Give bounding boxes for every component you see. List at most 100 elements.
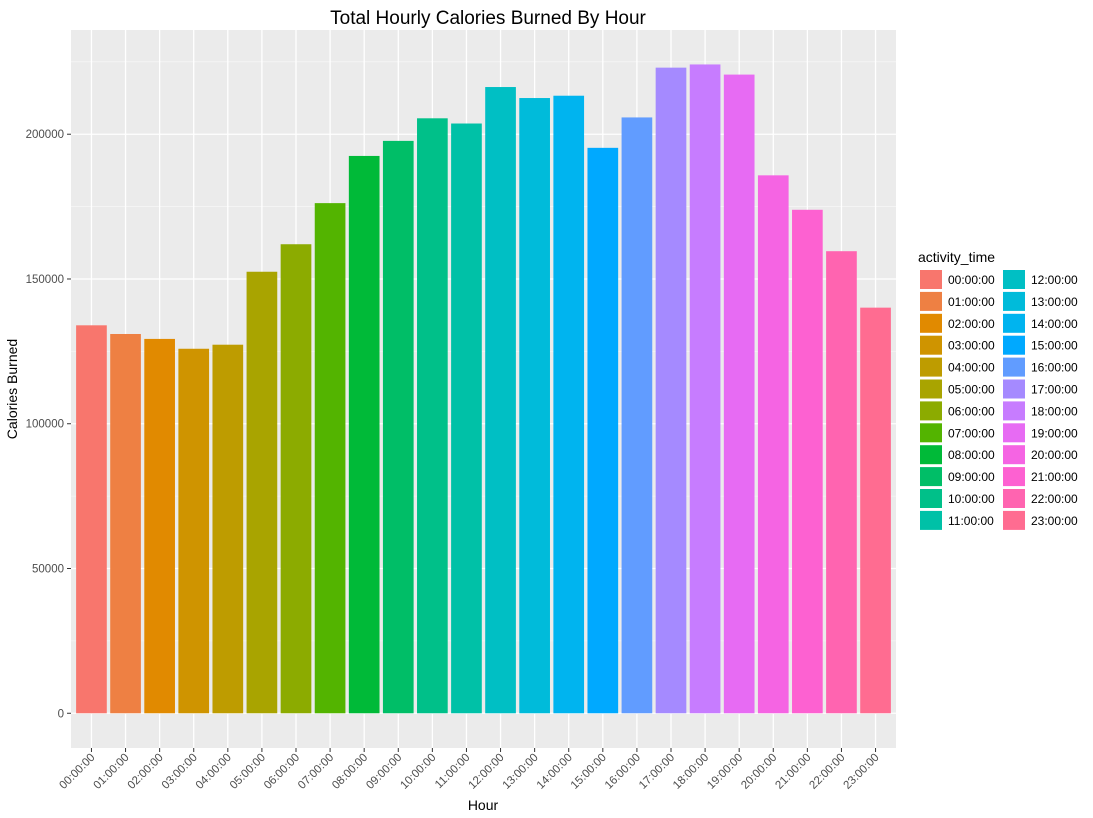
y-tick-label: 0	[58, 708, 64, 720]
x-tick-label: 00:00:00	[57, 752, 97, 792]
y-axis: 0 50000 100000 150000 200000	[26, 129, 71, 720]
legend-key-03:00:00	[920, 335, 942, 355]
legend-title: activity_time	[918, 249, 995, 265]
legend-key-07:00:00	[920, 423, 942, 443]
bar-21:00:00	[792, 209, 823, 714]
x-tick-label: 09:00:00	[364, 752, 404, 792]
y-tick-label: 100000	[26, 419, 64, 431]
legend-label: 05:00:00	[948, 383, 995, 397]
legend-label: 18:00:00	[1031, 404, 1078, 418]
x-tick-label: 13:00:00	[501, 752, 541, 792]
bars	[76, 64, 891, 714]
legend-key-04:00:00	[920, 357, 942, 377]
x-tick-label: 20:00:00	[739, 752, 779, 792]
legend-key-00:00:00	[920, 270, 942, 289]
bar-11:00:00	[451, 123, 482, 714]
y-tick-label: 50000	[32, 564, 64, 576]
x-axis-label: Hour	[468, 797, 499, 813]
legend-key-22:00:00	[1003, 489, 1025, 508]
legend-key-01:00:00	[920, 291, 942, 311]
legend-label: 21:00:00	[1031, 470, 1078, 484]
bar-00:00:00	[76, 325, 107, 714]
x-tick-label: 04:00:00	[194, 752, 234, 792]
y-tick-label: 150000	[26, 274, 64, 286]
legend-label: 12:00:00	[1031, 273, 1078, 287]
bar-16:00:00	[621, 117, 653, 714]
legend-label: 19:00:00	[1031, 426, 1078, 440]
legend-label: 13:00:00	[1031, 295, 1078, 309]
legend-label: 01:00:00	[948, 295, 995, 309]
legend-label: 10:00:00	[948, 492, 995, 506]
legend-key-06:00:00	[920, 401, 942, 421]
x-tick-label: 06:00:00	[262, 752, 302, 792]
x-axis: 00:00:0001:00:0002:00:0003:00:0004:00:00…	[57, 748, 882, 792]
legend-key-10:00:00	[920, 489, 942, 508]
bar-15:00:00	[587, 147, 619, 714]
legend-key-21:00:00	[1003, 467, 1025, 487]
chart-title: Total Hourly Calories Burned By Hour	[330, 8, 646, 29]
bar-05:00:00	[246, 271, 278, 714]
legend-key-16:00:00	[1003, 357, 1025, 377]
legend-key-09:00:00	[920, 467, 942, 487]
bar-18:00:00	[689, 64, 721, 714]
legend-label: 08:00:00	[948, 448, 995, 462]
bar-14:00:00	[553, 95, 585, 714]
x-tick-label: 10:00:00	[398, 752, 438, 792]
bar-22:00:00	[826, 251, 857, 714]
legend-label: 03:00:00	[948, 339, 995, 353]
legend-label: 02:00:00	[948, 317, 995, 331]
x-tick-label: 15:00:00	[569, 752, 609, 792]
x-tick-label: 01:00:00	[92, 752, 132, 792]
bar-01:00:00	[110, 333, 141, 714]
legend: activity_time 00:00:00 01:00:00 02:00:00 03…	[918, 249, 1078, 530]
x-tick-label: 19:00:00	[705, 752, 745, 792]
legend-label: 06:00:00	[948, 404, 995, 418]
bar-02:00:00	[144, 338, 175, 714]
bar-20:00:00	[757, 175, 789, 714]
legend-key-02:00:00	[920, 313, 942, 333]
bar-19:00:00	[723, 74, 755, 714]
x-tick-label: 11:00:00	[433, 752, 473, 792]
bar-08:00:00	[348, 155, 380, 714]
x-tick-label: 23:00:00	[842, 752, 882, 792]
bar-23:00:00	[860, 307, 891, 714]
legend-key-12:00:00	[1003, 270, 1025, 289]
bar-10:00:00	[417, 118, 448, 714]
legend-label: 16:00:00	[1031, 361, 1078, 375]
legend-key-05:00:00	[920, 379, 942, 399]
legend-key-13:00:00	[1003, 291, 1025, 311]
legend-key-17:00:00	[1003, 379, 1025, 399]
legend-key-08:00:00	[920, 445, 942, 465]
legend-label: 15:00:00	[1031, 339, 1078, 353]
legend-key-11:00:00	[920, 510, 942, 530]
x-tick-label: 17:00:00	[637, 752, 677, 792]
legend-key-15:00:00	[1003, 335, 1025, 355]
bar-13:00:00	[519, 98, 550, 714]
legend-label: 00:00:00	[948, 273, 995, 287]
bar-03:00:00	[178, 348, 210, 714]
x-tick-label: 16:00:00	[603, 752, 643, 792]
legend-label: 09:00:00	[948, 470, 995, 484]
x-tick-label: 14:00:00	[535, 752, 575, 792]
x-tick-label: 07:00:00	[296, 752, 336, 792]
bar-04:00:00	[212, 344, 244, 714]
legend-label: 14:00:00	[1031, 317, 1078, 331]
x-tick-label: 21:00:00	[773, 752, 813, 792]
legend-key-18:00:00	[1003, 401, 1025, 421]
legend-label: 20:00:00	[1031, 448, 1078, 462]
legend-items: 00:00:00 01:00:00 02:00:00 03:00:00 04:00:00…	[920, 270, 1078, 530]
x-tick-label: 05:00:00	[228, 752, 268, 792]
bar-09:00:00	[382, 140, 414, 714]
x-tick-label: 08:00:00	[330, 752, 370, 792]
x-tick-label: 02:00:00	[126, 752, 166, 792]
x-tick-label: 12:00:00	[467, 752, 507, 792]
x-tick-label: 22:00:00	[807, 752, 847, 792]
legend-key-20:00:00	[1003, 445, 1025, 465]
legend-label: 23:00:00	[1031, 514, 1078, 528]
legend-key-19:00:00	[1003, 423, 1025, 443]
bar-06:00:00	[280, 244, 312, 714]
legend-key-23:00:00	[1003, 510, 1025, 530]
bar-17:00:00	[655, 67, 687, 714]
bar-12:00:00	[485, 87, 516, 714]
